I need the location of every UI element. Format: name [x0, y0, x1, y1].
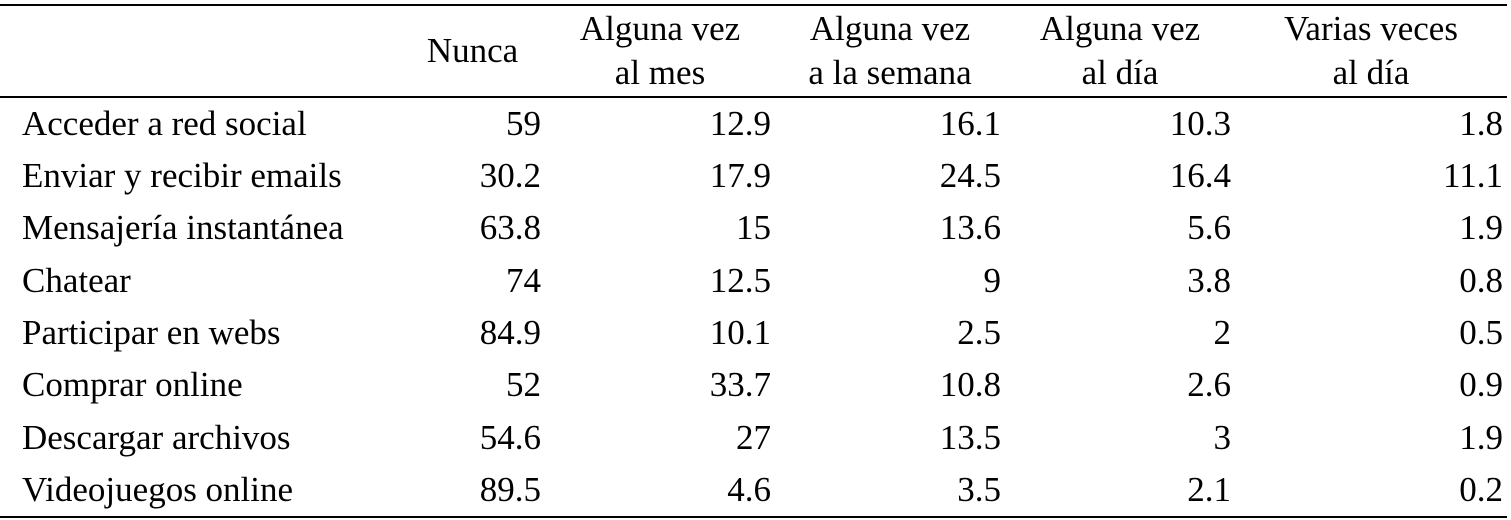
row-label: Comprar online: [22, 365, 243, 405]
value-cell: 10.1: [709, 313, 771, 353]
value-cell: 2.1: [1187, 469, 1231, 509]
value-cell: 2.5: [957, 313, 1001, 353]
value-cell: 10.8: [939, 365, 1001, 405]
column-header: Nunca: [400, 5, 545, 97]
row-label: Chatear: [22, 260, 131, 300]
table-row: Acceder a red social 59 12.9 16.1 10.3 1.8: [0, 97, 1507, 150]
column-header: Varias veces al día: [1235, 5, 1507, 97]
value-cell: 59: [506, 104, 541, 143]
header-line: al día: [1081, 53, 1159, 92]
value-cell: 63.8: [479, 208, 541, 248]
data-table: Nunca Alguna vez al mes Alguna vez a la sema…: [0, 4, 1507, 518]
value-cell: 89.5: [479, 469, 541, 509]
table-row: Comprar online 52 33.7 10.8 2.6 0.9: [0, 359, 1507, 411]
header-line: al mes: [614, 53, 706, 92]
value-cell: 84.9: [479, 313, 541, 353]
value-cell: 24.5: [939, 156, 1001, 196]
row-label: Mensajería instantánea: [22, 208, 344, 248]
value-cell: 2: [1213, 313, 1232, 353]
value-cell: 0.8: [1459, 260, 1503, 300]
value-cell: 12.9: [709, 104, 771, 143]
value-cell: 16.1: [939, 104, 1001, 143]
table-row: Chatear 74 12.5 9 3.8 0.8: [0, 255, 1507, 307]
value-cell: 1.9: [1459, 208, 1503, 248]
header-line: Alguna vez: [1039, 9, 1201, 48]
column-header: Alguna vez al mes: [545, 5, 775, 97]
value-cell: 1.9: [1459, 417, 1503, 457]
value-cell: 3: [1213, 417, 1232, 457]
row-label: Descargar archivos: [22, 417, 291, 457]
corner-cell: [0, 5, 400, 97]
value-cell: 16.4: [1169, 156, 1231, 196]
value-cell: 30.2: [479, 156, 541, 196]
value-cell: 4.6: [727, 469, 771, 509]
table-row: Enviar y recibir emails 30.2 17.9 24.5 16.4 1…: [0, 150, 1507, 202]
value-cell: 12.5: [709, 260, 771, 300]
value-cell: 54.6: [479, 417, 541, 457]
row-label: Acceder a red social: [22, 104, 307, 143]
header-line: al día: [1332, 53, 1410, 92]
value-cell: 27: [736, 417, 771, 457]
table-header: Nunca Alguna vez al mes Alguna vez a la sema…: [0, 5, 1507, 97]
row-label: Participar en webs: [22, 313, 281, 353]
table-row: Videojuegos online 89.5 4.6 3.5 2.1 0.2: [0, 464, 1507, 517]
column-header: Alguna vez a la semana: [775, 5, 1005, 97]
value-cell: 0.9: [1459, 365, 1503, 405]
column-header: Alguna vez al día: [1005, 5, 1235, 97]
table-body: Acceder a red social 59 12.9 16.1 10.3 1.8 Env…: [0, 97, 1507, 517]
table-row: Descargar archivos 54.6 27 13.5 3 1.9: [0, 411, 1507, 463]
value-cell: 0.5: [1459, 313, 1503, 353]
value-cell: 3.5: [957, 469, 1001, 509]
table-row: Participar en webs 84.9 10.1 2.5 2 0.5: [0, 307, 1507, 359]
value-cell: 0.2: [1459, 469, 1503, 509]
value-cell: 3.8: [1187, 260, 1231, 300]
value-cell: 17.9: [709, 156, 771, 196]
row-label: Videojuegos online: [22, 469, 294, 509]
value-cell: 15: [736, 208, 771, 248]
value-cell: 13.5: [939, 417, 1001, 457]
value-cell: 10.3: [1169, 104, 1231, 143]
header-row: Nunca Alguna vez al mes Alguna vez a la sema…: [0, 5, 1507, 97]
header-line: Varias veces: [1284, 9, 1458, 48]
table-row: Mensajería instantánea 63.8 15 13.6 5.6 1.9: [0, 202, 1507, 254]
header-line: a la semana: [808, 53, 972, 92]
value-cell: 9: [983, 260, 1002, 300]
value-cell: 52: [506, 365, 541, 405]
value-cell: 2.6: [1187, 365, 1231, 405]
value-cell: 1.8: [1459, 104, 1503, 143]
value-cell: 33.7: [709, 365, 771, 405]
header-line: Alguna vez: [579, 9, 741, 48]
value-cell: 11.1: [1443, 156, 1503, 196]
value-cell: 74: [506, 260, 541, 300]
value-cell: 5.6: [1187, 208, 1231, 248]
row-label: Enviar y recibir emails: [22, 156, 342, 196]
header-line: Alguna vez: [809, 9, 971, 48]
value-cell: 13.6: [939, 208, 1001, 248]
header-line: Nunca: [426, 31, 519, 70]
